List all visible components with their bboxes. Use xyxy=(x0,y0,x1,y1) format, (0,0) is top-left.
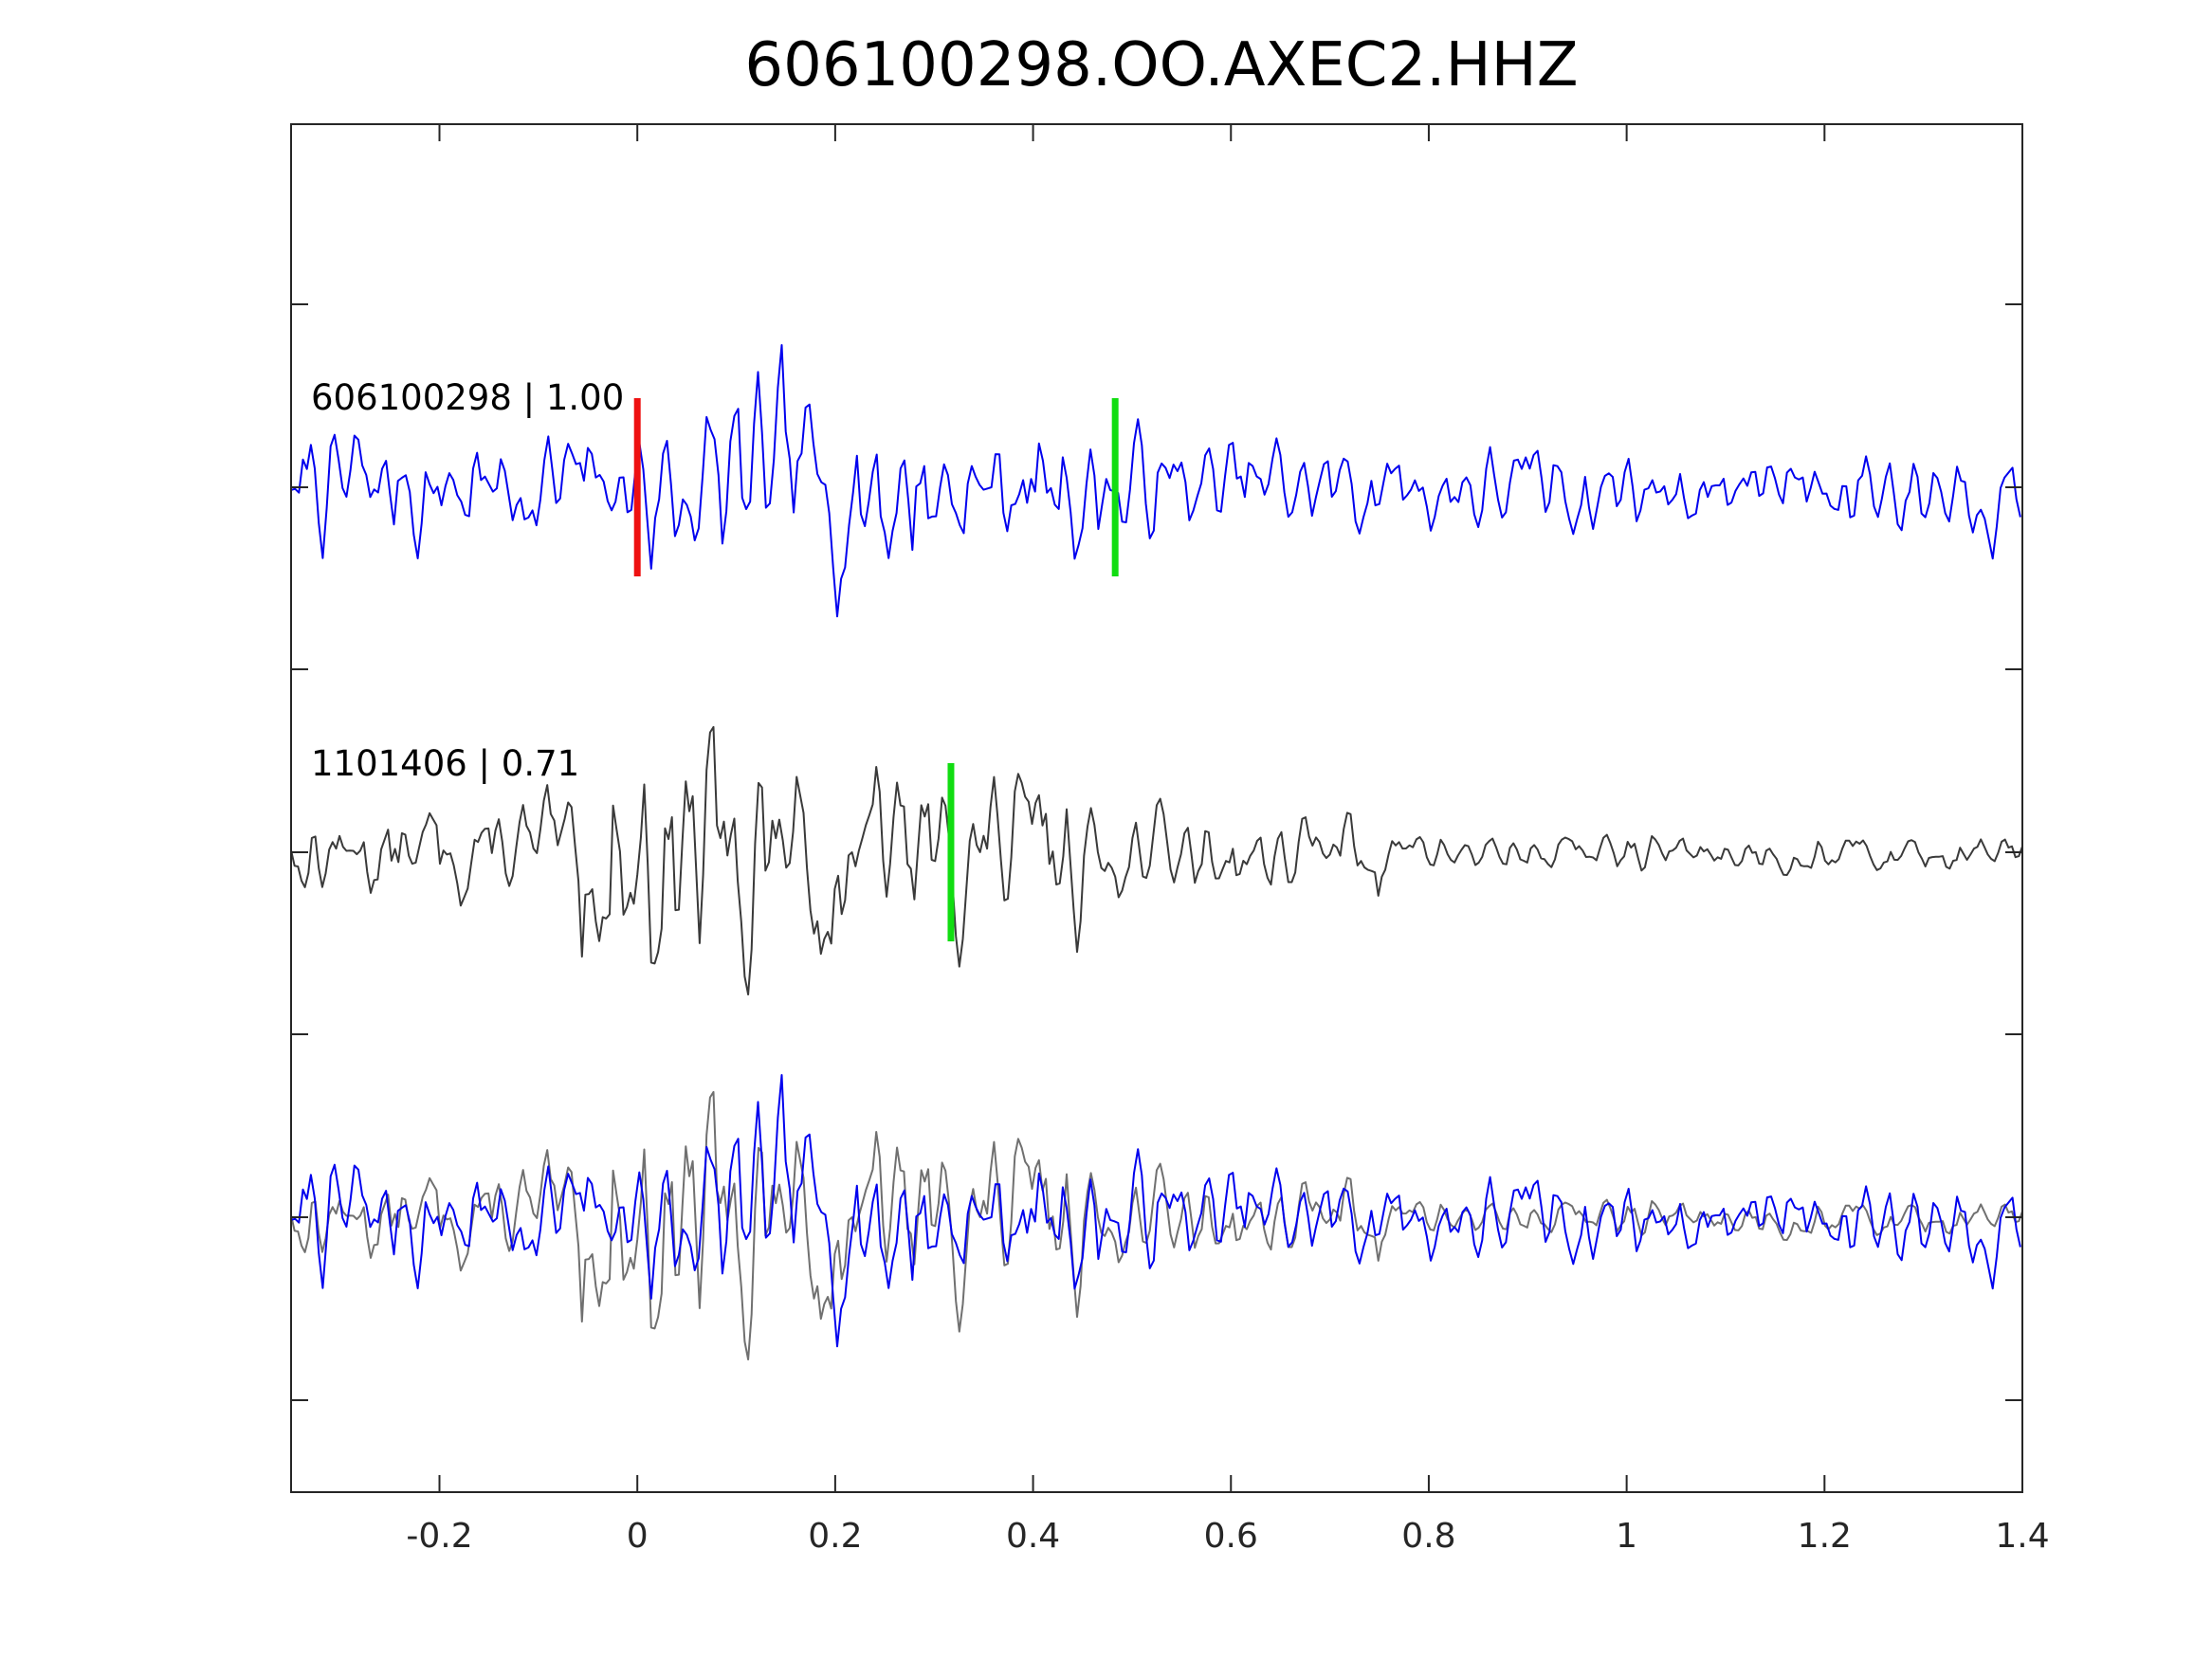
x-tick-label: 0.6 xyxy=(1204,1517,1258,1556)
x-tick-label: 0 xyxy=(627,1517,649,1556)
x-tick-label: 0.2 xyxy=(808,1517,862,1556)
chart-title: 606100298.OO.AXEC2.HHZ xyxy=(744,30,1578,100)
trace-labels: 606100298 | 1.00 1101406 | 0.71 xyxy=(311,377,624,784)
x-tick-label: 1.4 xyxy=(1995,1517,2049,1556)
series-line-overlay-target xyxy=(290,1074,2021,1348)
x-tick-label: -0.2 xyxy=(406,1517,472,1556)
plot-area xyxy=(290,344,2023,1360)
x-tick-label: 1 xyxy=(1616,1517,1637,1556)
x-tick-label: 0.8 xyxy=(1401,1517,1455,1556)
series-line-template xyxy=(290,725,2023,995)
trace-label-target: 606100298 | 1.00 xyxy=(311,377,624,418)
axes-box xyxy=(290,123,2023,1493)
axis-ticks xyxy=(291,124,2023,1492)
x-tick-label: 1.2 xyxy=(1798,1517,1852,1556)
trace-label-template: 1101406 | 0.71 xyxy=(311,743,579,784)
series-line-target xyxy=(290,344,2021,618)
x-tick-labels: -0.2 0 0.2 0.4 0.6 0.8 1 1.2 1.4 xyxy=(406,1517,2049,1556)
x-tick-label: 0.4 xyxy=(1006,1517,1060,1556)
